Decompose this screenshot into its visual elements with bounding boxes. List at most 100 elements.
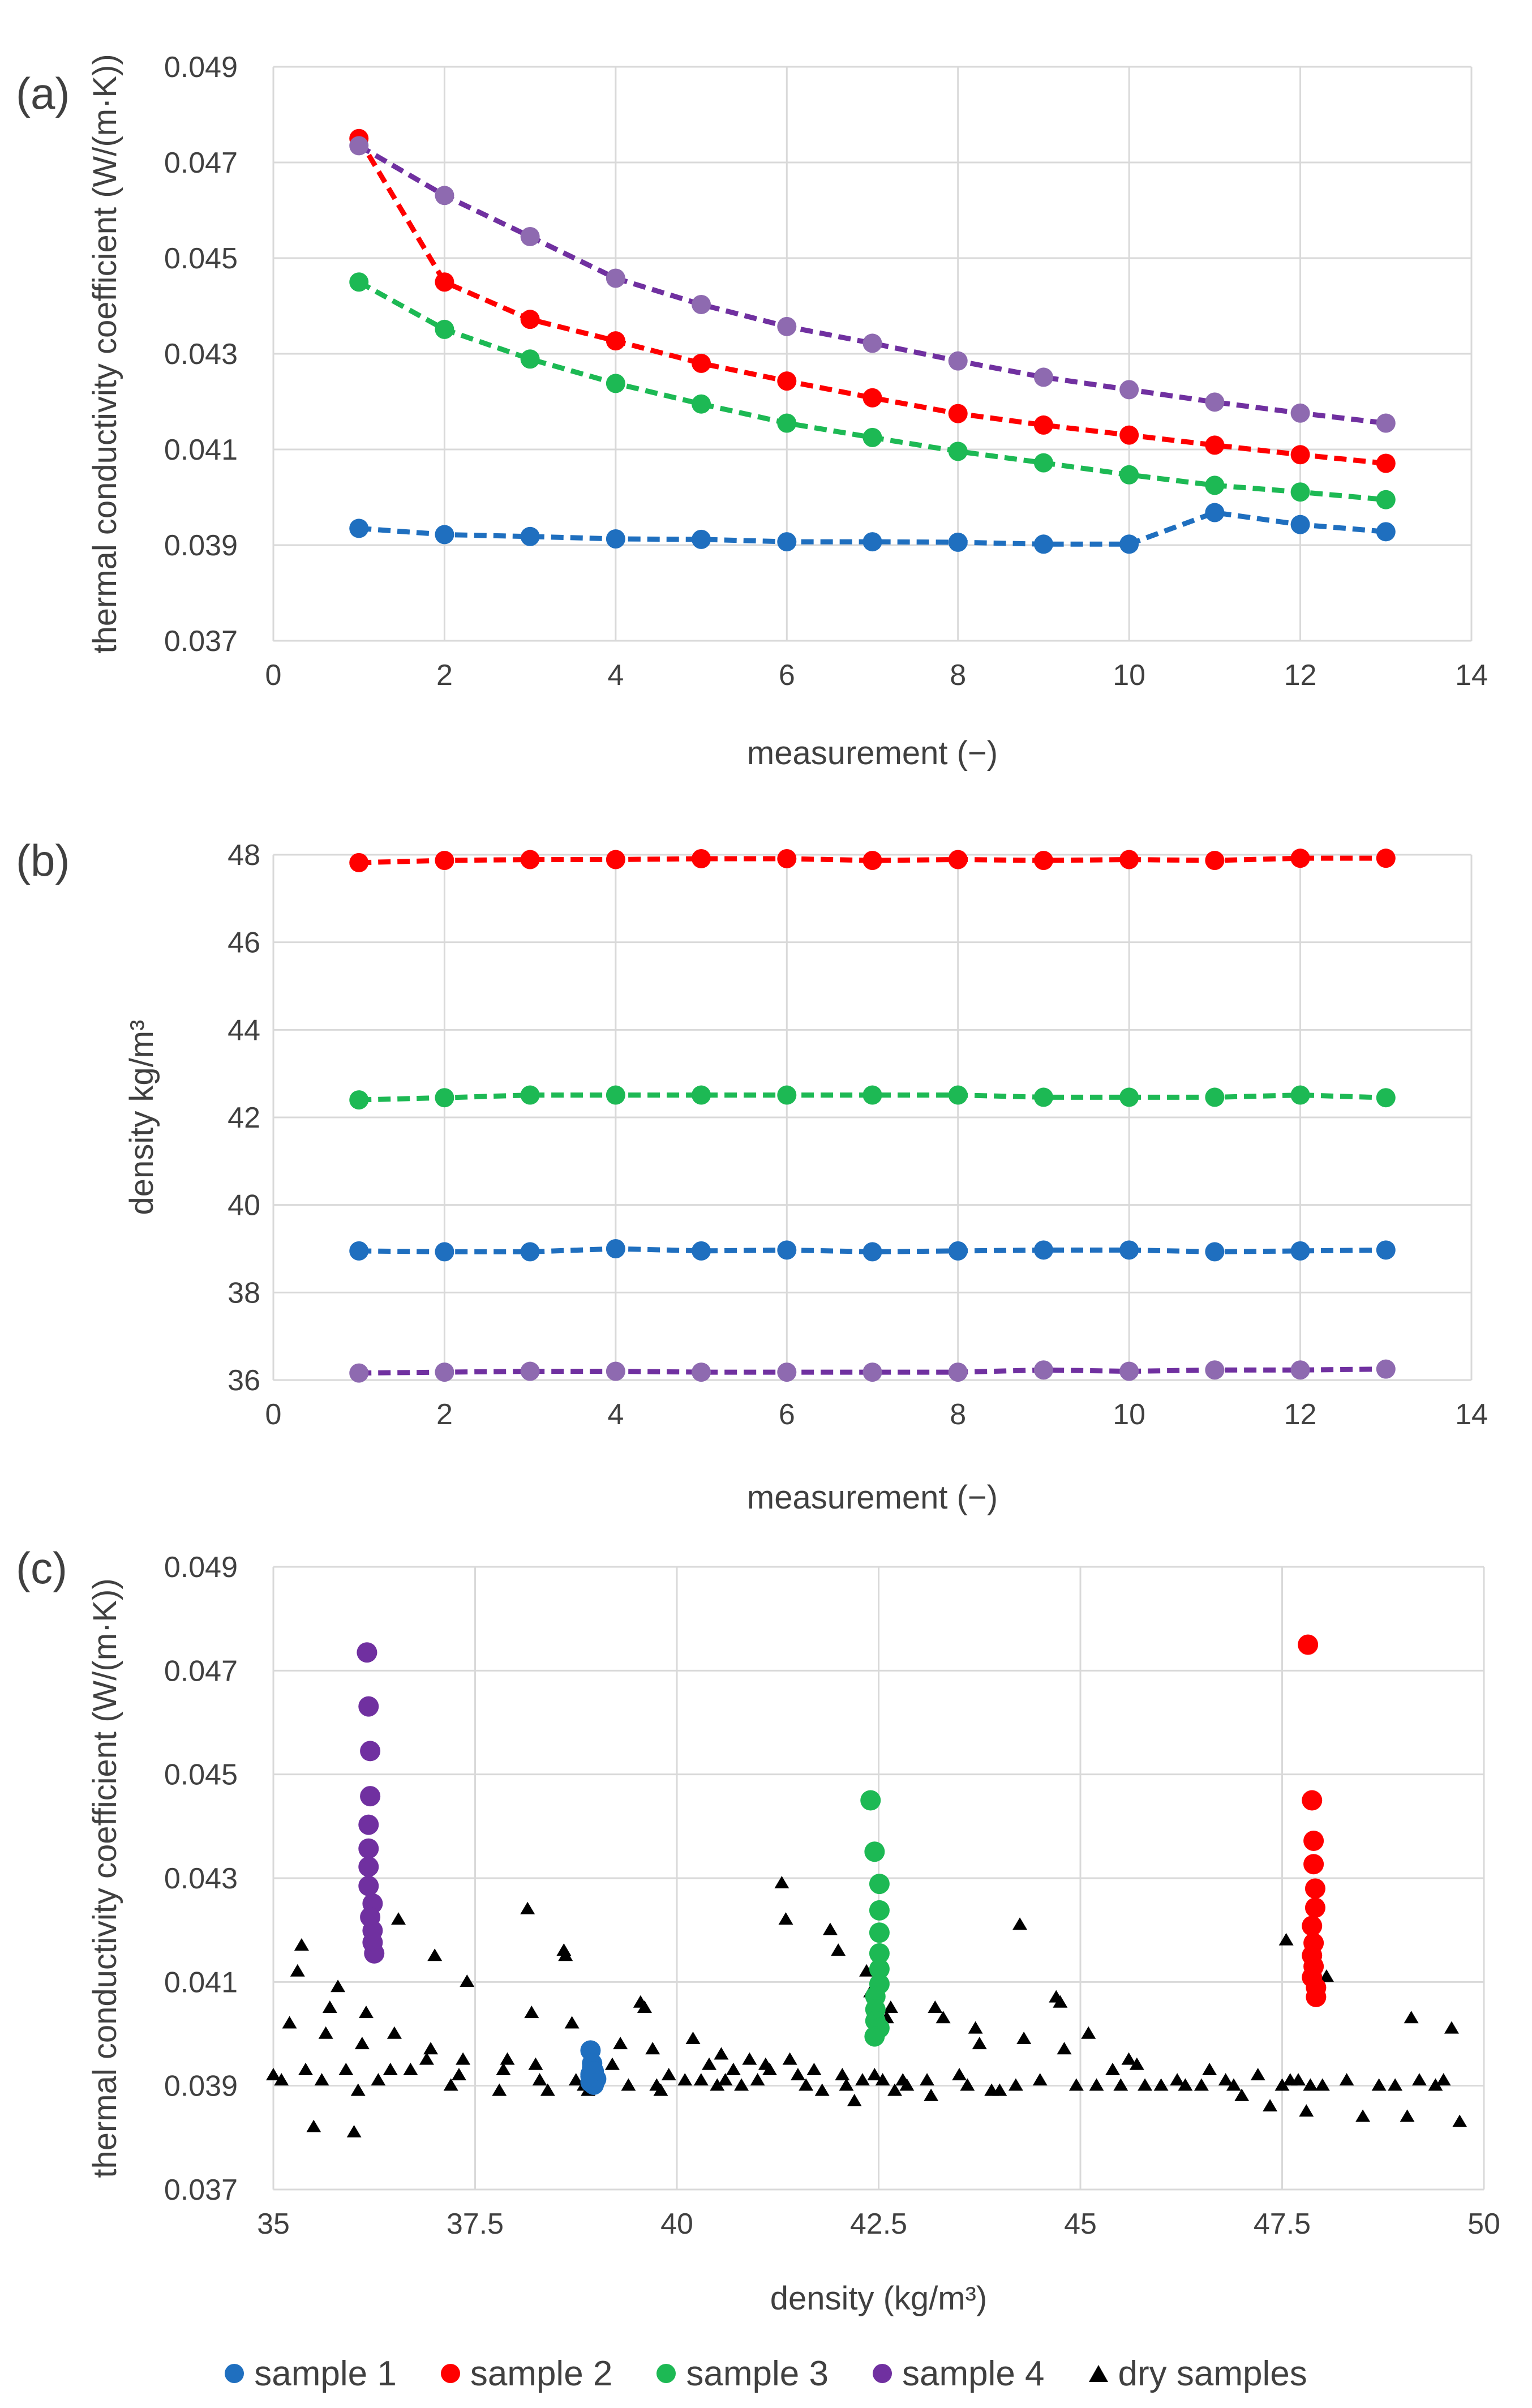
data-point-dry-samples — [774, 1875, 789, 1888]
data-point-sample-4 — [520, 1361, 540, 1381]
legend-marker-sample-4 — [872, 2364, 892, 2383]
data-point-dry-samples — [1303, 2078, 1318, 2091]
data-point-dry-samples — [1404, 2011, 1419, 2024]
y-axis-label: density kg/m³ — [123, 1020, 160, 1215]
data-point-dry-samples — [1299, 2104, 1314, 2117]
data-point-sample-4 — [1376, 413, 1396, 433]
y-tick-label: 40 — [228, 1189, 260, 1222]
legend-marker-dry-samples — [1088, 2365, 1108, 2382]
data-point-dry-samples — [887, 2083, 903, 2096]
x-axis-label: measurement (−) — [747, 735, 998, 772]
legend-marker-sample-3 — [656, 2364, 676, 2383]
data-point-dry-samples — [1388, 2078, 1403, 2091]
data-point-sample-3 — [1033, 453, 1053, 473]
data-point-dry-samples — [298, 2062, 314, 2075]
data-point-sample-2 — [1298, 1634, 1319, 1655]
data-point-sample-2 — [1033, 415, 1053, 435]
data-point-dry-samples — [318, 2026, 333, 2039]
y-tick-label: 0.047 — [164, 147, 238, 179]
x-tick-label: 45 — [1064, 2208, 1097, 2240]
data-point-sample-4 — [948, 1362, 968, 1382]
data-point-sample-2 — [1303, 1854, 1324, 1875]
data-point-dry-samples — [423, 2042, 439, 2055]
panel-label-a: (a) — [16, 68, 70, 118]
data-point-sample-4 — [520, 226, 540, 246]
data-point-dry-samples — [1057, 2042, 1072, 2055]
data-point-sample-4 — [364, 1943, 385, 1964]
data-point-sample-4 — [435, 186, 454, 205]
data-point-dry-samples — [427, 1948, 443, 1961]
data-point-sample-3 — [520, 1085, 540, 1105]
data-point-dry-samples — [1444, 2021, 1459, 2034]
x-tick-label: 42.5 — [850, 2208, 907, 2240]
data-point-dry-samples — [1355, 2109, 1371, 2122]
y-tick-label: 0.049 — [164, 1551, 238, 1584]
x-tick-label: 14 — [1455, 659, 1488, 692]
data-point-dry-samples — [358, 2006, 374, 2019]
data-point-sample-3 — [777, 413, 797, 433]
data-point-dry-samples — [1315, 2078, 1330, 2091]
data-point-dry-samples — [762, 2062, 777, 2075]
data-point-dry-samples — [1428, 2078, 1443, 2091]
data-point-dry-samples — [685, 2031, 701, 2044]
data-point-sample-1 — [777, 532, 797, 552]
x-tick-label: 12 — [1284, 1398, 1317, 1431]
data-point-sample-1 — [1290, 1241, 1310, 1261]
data-point-dry-samples — [1278, 1933, 1294, 1946]
data-point-sample-2 — [777, 849, 797, 868]
data-point-sample-2 — [692, 849, 711, 868]
data-point-dry-samples — [855, 2073, 870, 2086]
data-point-sample-1 — [862, 1242, 882, 1262]
data-point-dry-samples — [814, 2083, 830, 2096]
x-tick-label: 37.5 — [447, 2208, 504, 2240]
data-point-dry-samples — [935, 2011, 951, 2024]
data-point-dry-samples — [338, 2062, 354, 2075]
data-point-dry-samples — [294, 1938, 309, 1951]
data-point-dry-samples — [558, 1948, 573, 1961]
data-point-dry-samples — [1339, 2073, 1354, 2086]
data-point-dry-samples — [266, 2068, 281, 2081]
data-point-dry-samples — [1053, 1995, 1068, 2008]
data-point-dry-samples — [835, 2068, 850, 2081]
data-point-dry-samples — [899, 2078, 915, 2091]
data-point-sample-2 — [1303, 1831, 1324, 1851]
data-point-sample-2 — [777, 371, 797, 391]
data-point-dry-samples — [1068, 2078, 1084, 2091]
data-point-sample-4 — [1119, 1361, 1139, 1381]
legend-item-dry-samples: dry samples — [1088, 2354, 1307, 2394]
data-point-sample-2 — [606, 850, 625, 869]
data-point-sample-3 — [349, 1090, 369, 1110]
data-point-sample-4 — [358, 1856, 379, 1877]
data-point-sample-4 — [1119, 380, 1139, 400]
data-point-sample-4 — [357, 1642, 377, 1663]
data-point-sample-1 — [1033, 534, 1053, 554]
data-point-sample-3 — [349, 272, 369, 292]
data-point-dry-samples — [346, 2124, 362, 2137]
data-point-sample-2 — [1119, 425, 1139, 445]
data-point-sample-1 — [1376, 1240, 1396, 1260]
data-point-dry-samples — [1081, 2026, 1096, 2039]
data-point-sample-2 — [435, 272, 454, 292]
data-point-dry-samples — [621, 2078, 636, 2091]
data-point-sample-2 — [1290, 849, 1310, 868]
y-tick-label: 0.041 — [164, 434, 238, 466]
data-point-sample-4 — [358, 1696, 379, 1717]
x-tick-label: 50 — [1467, 2208, 1500, 2240]
data-point-sample-3 — [869, 1959, 890, 1979]
data-point-sample-4 — [1376, 1359, 1396, 1379]
data-point-sample-4 — [360, 1741, 381, 1762]
chart-panel-0: 0 2 4 6 8 10 12 14 0.037 0.039 0.041 0.043 0.045 0.04… — [87, 51, 1488, 772]
data-point-dry-samples — [750, 2073, 765, 2086]
data-point-dry-samples — [403, 2062, 418, 2075]
data-point-dry-samples — [568, 2073, 583, 2086]
data-point-sample-4 — [777, 316, 797, 336]
y-tick-label: 46 — [228, 927, 260, 959]
data-point-dry-samples — [1105, 2062, 1121, 2075]
data-point-sample-3 — [1119, 1087, 1139, 1107]
data-point-dry-samples — [1121, 2052, 1136, 2065]
data-point-dry-samples — [1113, 2078, 1128, 2091]
data-point-dry-samples — [847, 2093, 862, 2106]
